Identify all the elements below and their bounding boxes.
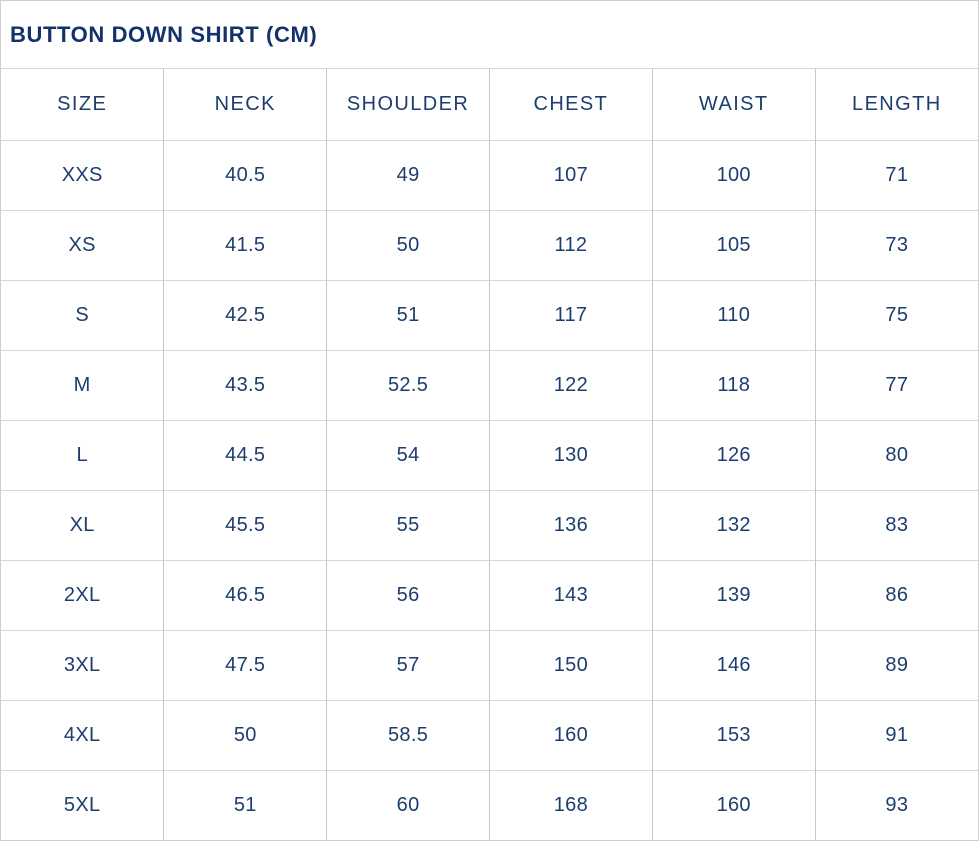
measurement-cell: 130 bbox=[488, 419, 653, 490]
column-header-waist: WAIST bbox=[651, 69, 816, 140]
table-body: XXS 40.5 49 107 100 71 XS 41.5 50 112 105 73 S 42.5 51… bbox=[1, 139, 978, 840]
measurement-cell: 49 bbox=[326, 139, 490, 210]
measurement-cell: 40.5 bbox=[163, 139, 327, 210]
size-cell: XL bbox=[1, 489, 164, 560]
column-header-neck: NECK bbox=[163, 69, 327, 140]
measurement-cell: 50 bbox=[326, 209, 490, 280]
size-cell: M bbox=[1, 349, 164, 420]
measurement-cell: 110 bbox=[651, 279, 816, 350]
table-row: 4XL 50 58.5 160 153 91 bbox=[1, 699, 978, 770]
measurement-cell: 43.5 bbox=[163, 349, 327, 420]
size-table: SIZE NECK SHOULDER CHEST WAIST LENGTH XXS 40.5… bbox=[1, 69, 978, 840]
column-header-size: SIZE bbox=[57, 92, 108, 115]
measurement-cell: 56 bbox=[326, 559, 490, 630]
measurement-cell: 57 bbox=[326, 629, 490, 700]
measurement-cell: 89 bbox=[814, 629, 978, 700]
size-cell: 2XL bbox=[1, 559, 164, 630]
table-row: S 42.5 51 117 110 75 bbox=[1, 279, 978, 350]
measurement-cell: 105 bbox=[651, 209, 816, 280]
measurement-cell: 160 bbox=[651, 769, 816, 840]
page-title: BUTTON DOWN SHIRT (CM) bbox=[10, 21, 318, 47]
measurement-cell: 51 bbox=[163, 769, 327, 840]
measurement-cell: 91 bbox=[814, 699, 978, 770]
measurement-cell: 150 bbox=[488, 629, 653, 700]
measurement-cell: 52.5 bbox=[326, 349, 490, 420]
measurement-cell: 55 bbox=[326, 489, 490, 560]
table-row: XL 45.5 55 136 132 83 bbox=[1, 489, 978, 560]
measurement-cell: 42.5 bbox=[163, 279, 327, 350]
measurement-cell: 45.5 bbox=[163, 489, 327, 560]
table-row: L 44.5 54 130 126 80 bbox=[1, 419, 978, 490]
measurement-cell: 51 bbox=[326, 279, 490, 350]
measurement-cell: 117 bbox=[488, 279, 653, 350]
measurement-cell: 75 bbox=[814, 279, 978, 350]
size-cell: XXS bbox=[1, 139, 164, 210]
measurement-cell: 168 bbox=[488, 769, 653, 840]
size-cell: XS bbox=[1, 209, 164, 280]
measurement-cell: 83 bbox=[814, 489, 978, 560]
header-row: SIZE NECK SHOULDER CHEST WAIST LENGTH bbox=[1, 69, 978, 140]
measurement-cell: 126 bbox=[651, 419, 816, 490]
measurement-cell: 71 bbox=[814, 139, 978, 210]
measurement-cell: 54 bbox=[326, 419, 490, 490]
measurement-cell: 146 bbox=[651, 629, 816, 700]
size-cell: 5XL bbox=[1, 769, 164, 840]
table-header-row: SIZE NECK SHOULDER CHEST WAIST LENGTH bbox=[1, 69, 978, 140]
measurement-cell: 136 bbox=[488, 489, 653, 560]
chart-title-bar: BUTTON DOWN SHIRT (CM) bbox=[1, 1, 978, 69]
measurement-cell: 80 bbox=[814, 419, 978, 490]
measurement-cell: 122 bbox=[488, 349, 653, 420]
measurement-cell: 41.5 bbox=[163, 209, 327, 280]
table-row: 3XL 47.5 57 150 146 89 bbox=[1, 629, 978, 700]
size-cell: L bbox=[1, 419, 164, 490]
measurement-cell: 86 bbox=[814, 559, 978, 630]
size-cell: 3XL bbox=[1, 629, 164, 700]
table-row: XS 41.5 50 112 105 73 bbox=[1, 209, 978, 280]
measurement-cell: 132 bbox=[651, 489, 816, 560]
size-cell: S bbox=[1, 279, 164, 350]
measurement-cell: 112 bbox=[488, 209, 653, 280]
measurement-cell: 107 bbox=[488, 139, 653, 210]
measurement-cell: 100 bbox=[651, 139, 816, 210]
column-header-chest: CHEST bbox=[488, 69, 653, 140]
table-row: XXS 40.5 49 107 100 71 bbox=[1, 139, 978, 210]
measurement-cell: 44.5 bbox=[163, 419, 327, 490]
measurement-cell: 60 bbox=[326, 769, 490, 840]
size-cell: 4XL bbox=[1, 699, 164, 770]
table-row: 5XL 51 60 168 160 93 bbox=[1, 769, 978, 840]
measurement-cell: 153 bbox=[651, 699, 816, 770]
column-header-length: LENGTH bbox=[814, 69, 978, 140]
measurement-cell: 77 bbox=[814, 349, 978, 420]
measurement-cell: 47.5 bbox=[163, 629, 327, 700]
table-row: M 43.5 52.5 122 118 77 bbox=[1, 349, 978, 420]
measurement-cell: 46.5 bbox=[163, 559, 327, 630]
measurement-cell: 93 bbox=[814, 769, 978, 840]
measurement-cell: 73 bbox=[814, 209, 978, 280]
measurement-cell: 160 bbox=[488, 699, 653, 770]
measurement-cell: 118 bbox=[651, 349, 816, 420]
column-header-shoulder: SHOULDER bbox=[326, 69, 490, 140]
table-row: 2XL 46.5 56 143 139 86 bbox=[1, 559, 978, 630]
measurement-cell: 50 bbox=[163, 699, 327, 770]
measurement-cell: 143 bbox=[488, 559, 653, 630]
measurement-cell: 139 bbox=[651, 559, 816, 630]
measurement-cell: 58.5 bbox=[326, 699, 490, 770]
